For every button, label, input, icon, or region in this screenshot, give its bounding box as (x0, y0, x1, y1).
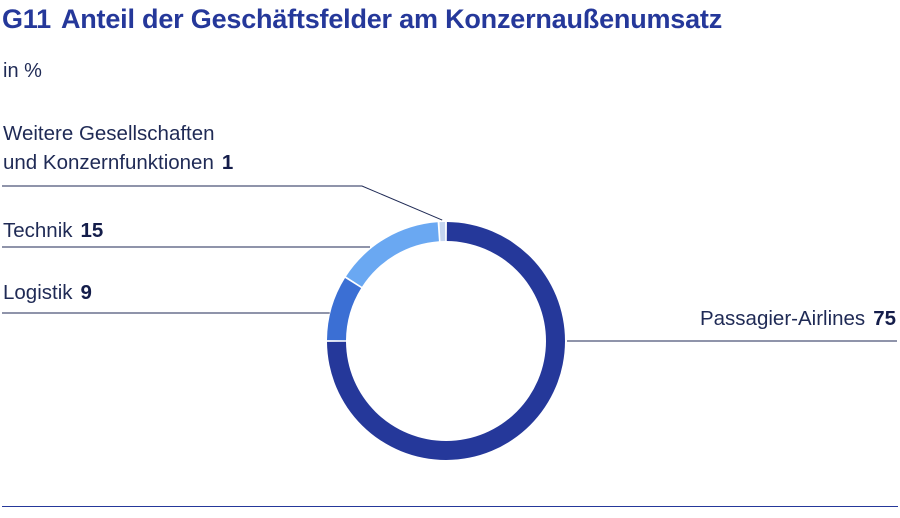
chart-title-text: Anteil der Geschäftsfelder am Konzernauß… (60, 4, 723, 34)
slice-logistik (327, 278, 362, 341)
slice-technik (346, 222, 439, 287)
leader-lines (2, 185, 897, 342)
label-technik-text: Technik (3, 219, 73, 242)
slice-other (439, 222, 446, 242)
label-other-line1: Weitere Gesellschaften (3, 122, 215, 145)
value-logistik: 9 (80, 281, 92, 304)
label-pax-text: Passagier-Airlines (699, 307, 866, 330)
label-logistik: Logistik 9 (3, 278, 92, 307)
donut-slices (327, 222, 565, 460)
leader-line-other (2, 185, 443, 221)
label-other-line2: und Konzernfunktionen (3, 151, 214, 174)
label-passagier-airlines: Passagier-Airlines 75 (700, 304, 896, 333)
label-logistik-text: Logistik (3, 281, 73, 304)
unit-label: in % (3, 60, 42, 82)
value-pax: 75 (873, 307, 896, 330)
value-other: 1 (221, 151, 234, 174)
value-technik: 15 (80, 219, 104, 242)
chart-code: G11 (2, 4, 51, 34)
bottom-rule (2, 506, 898, 507)
label-weitere-gesellschaften: Weitere Gesellschaften und Konzernfunkti… (3, 119, 233, 177)
label-technik: Technik 15 (3, 216, 103, 245)
chart-title: G11 Anteil der Geschäftsfelder am Konzern… (2, 4, 722, 35)
